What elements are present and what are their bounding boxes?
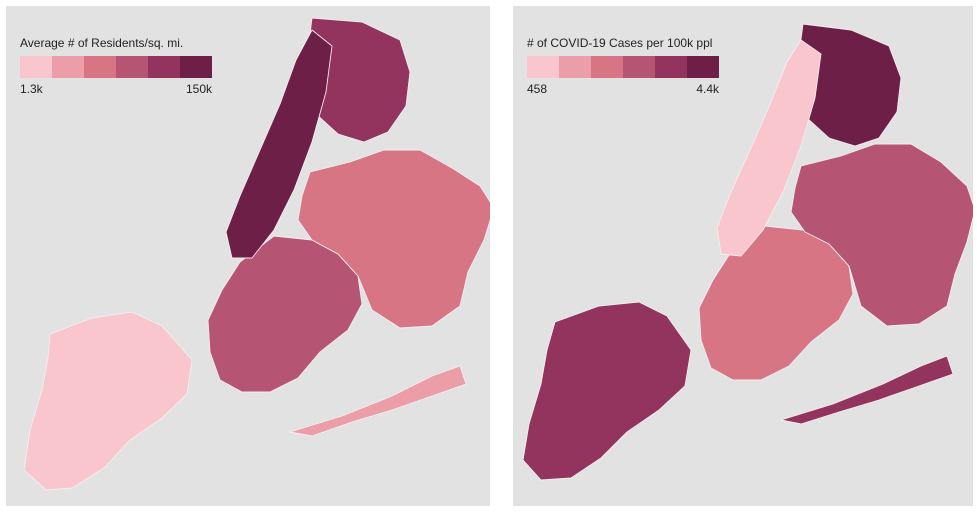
rockaways-region[interactable] [780, 355, 954, 425]
queens-region[interactable] [790, 143, 973, 327]
legend-labels: 458 4.4k [527, 82, 719, 98]
manhattan-region[interactable] [716, 39, 822, 257]
legend-labels: 1.3k 150k [20, 82, 212, 98]
manhattan-region[interactable] [225, 29, 333, 259]
legend-max-label: 4.4k [696, 82, 719, 96]
legend-title: Average # of Residents/sq. mi. [20, 36, 184, 50]
brooklyn-region[interactable] [207, 235, 363, 393]
right-map-panel: # of COVID-19 Cases per 100k ppl 458 4.4… [513, 6, 973, 506]
legend-swatch [84, 56, 116, 78]
staten-island-region[interactable] [23, 311, 193, 491]
legend-title: # of COVID-19 Cases per 100k ppl [527, 36, 713, 50]
staten-island-region[interactable] [522, 301, 692, 481]
queens-region[interactable] [297, 149, 490, 329]
legend-max-label: 150k [185, 82, 212, 96]
legend-swatch [527, 56, 559, 78]
legend-swatch [148, 56, 180, 78]
legend-swatch [559, 56, 591, 78]
legend-min-label: 1.3k [20, 82, 43, 96]
rockaways-region[interactable] [289, 365, 467, 437]
legend-swatches [527, 56, 719, 78]
covid-legend: # of COVID-19 Cases per 100k ppl 458 4.4… [527, 36, 719, 98]
legend-swatch [591, 56, 623, 78]
population-density-map [23, 17, 490, 491]
legend-swatch [52, 56, 84, 78]
legend-min-label: 458 [527, 82, 548, 96]
left-map-panel: Average # of Residents/sq. mi. 1.3k 150k [6, 6, 490, 506]
legend-swatches [20, 56, 212, 78]
legend-swatch [20, 56, 52, 78]
covid-cases-map [522, 23, 973, 481]
legend-swatch [116, 56, 148, 78]
legend-swatch [180, 56, 212, 78]
legend-swatch [623, 56, 655, 78]
density-legend: Average # of Residents/sq. mi. 1.3k 150k [20, 36, 212, 98]
legend-swatch [687, 56, 719, 78]
legend-swatch [655, 56, 687, 78]
